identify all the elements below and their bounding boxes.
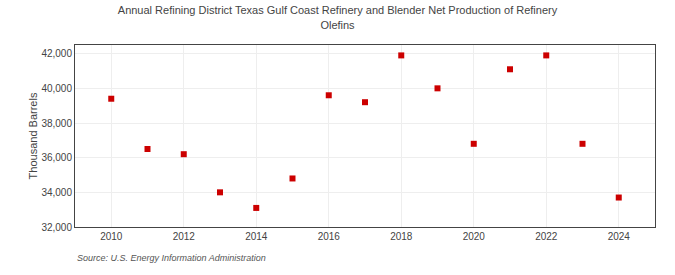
svg-text:Thousand Barrels: Thousand Barrels <box>27 92 39 179</box>
svg-text:42,000: 42,000 <box>41 48 72 59</box>
svg-text:2018: 2018 <box>390 231 413 242</box>
svg-text:2012: 2012 <box>173 231 196 242</box>
svg-text:2022: 2022 <box>535 231 558 242</box>
svg-text:Annual Refining District Texas: Annual Refining District Texas Gulf Coas… <box>118 4 558 30</box>
svg-text:2016: 2016 <box>318 231 341 242</box>
svg-text:34,000: 34,000 <box>41 187 72 198</box>
svg-text:Source: U.S. Energy Informatio: Source: U.S. Energy Information Administ… <box>77 253 266 263</box>
svg-text:2020: 2020 <box>463 231 486 242</box>
svg-text:38,000: 38,000 <box>41 118 72 129</box>
svg-text:2010: 2010 <box>100 231 123 242</box>
svg-text:2024: 2024 <box>608 231 631 242</box>
svg-text:2014: 2014 <box>245 231 268 242</box>
svg-text:36,000: 36,000 <box>41 152 72 163</box>
svg-text:40,000: 40,000 <box>41 83 72 94</box>
svg-text:32,000: 32,000 <box>41 222 72 233</box>
